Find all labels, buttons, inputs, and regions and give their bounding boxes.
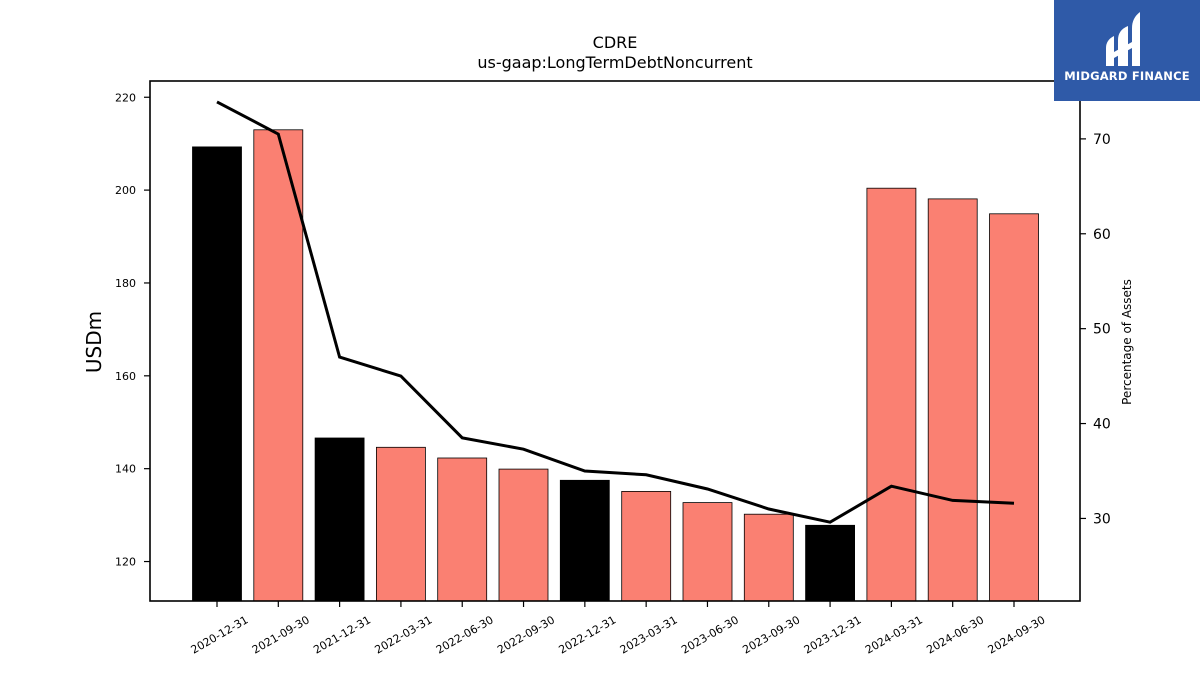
y2-tick-label: 70 — [1093, 132, 1111, 148]
bar-2022-09-30 — [498, 468, 549, 602]
x-tick-label: 2021-09-30 — [250, 613, 312, 656]
bar-2023-12-31 — [805, 524, 855, 602]
y2-tick-label: 40 — [1093, 417, 1111, 433]
y-tick-label: 120 — [115, 556, 136, 569]
bar-2022-03-31 — [375, 446, 426, 602]
x-tick-label: 2023-09-30 — [740, 613, 802, 656]
y-tick-label: 220 — [115, 91, 136, 104]
bar-series — [192, 129, 1039, 602]
bar-2021-09-30 — [253, 129, 304, 602]
y2-tick-label: 50 — [1093, 322, 1111, 338]
x-tick-label: 2022-03-31 — [373, 613, 435, 656]
y-tick-label: 140 — [115, 463, 136, 476]
bar-2021-12-31 — [314, 437, 365, 602]
bar-2020-12-31 — [192, 146, 242, 602]
x-tick-label: 2023-06-30 — [679, 613, 741, 656]
plot-frame — [149, 80, 1081, 602]
chart-subtitle: us-gaap:LongTermDebtNoncurrent — [477, 53, 752, 72]
bar-2022-12-31 — [559, 479, 610, 602]
x-tick-label: 2023-03-31 — [618, 613, 680, 656]
x-tick-label: 2021-12-31 — [311, 613, 373, 656]
x-tick-label: 2022-06-30 — [434, 613, 496, 656]
bar-2023-03-31 — [621, 490, 672, 602]
midgard-logo-icon — [1106, 12, 1140, 66]
x-tick-label: 2024-06-30 — [924, 613, 986, 656]
bar-2023-06-30 — [682, 502, 733, 602]
x-tick-label: 2024-03-31 — [863, 613, 925, 656]
x-tick-label: 2020-12-31 — [189, 613, 251, 656]
percentage-of-assets-line — [216, 100, 1015, 524]
y-tick-label: 180 — [115, 277, 136, 290]
bar-2022-06-30 — [437, 457, 488, 602]
bar-2023-09-30 — [743, 513, 794, 602]
bar-2024-03-31 — [866, 187, 917, 602]
logo-text: MIDGARD FINANCE — [1064, 69, 1190, 83]
y2-tick-label: 30 — [1093, 511, 1111, 527]
bar-2024-06-30 — [927, 198, 978, 602]
y2-tick-label: 60 — [1093, 227, 1111, 243]
midgard-finance-logo: MIDGARD FINANCE — [1054, 0, 1200, 101]
y-tick-label: 160 — [115, 370, 136, 383]
line-series — [216, 100, 1015, 524]
y2-axis-label: Percentage of Assets — [1120, 279, 1134, 405]
bar-2024-09-30 — [989, 213, 1039, 602]
y-axis-label: USDm — [82, 311, 106, 373]
y-tick-label: 200 — [115, 184, 136, 197]
x-tick-label: 2024-09-30 — [986, 613, 1048, 656]
x-tick-label: 2023-12-31 — [802, 613, 864, 656]
x-tick-label: 2022-12-31 — [556, 613, 618, 656]
chart-title: CDRE — [593, 33, 638, 52]
x-tick-label: 2022-09-30 — [495, 613, 557, 656]
